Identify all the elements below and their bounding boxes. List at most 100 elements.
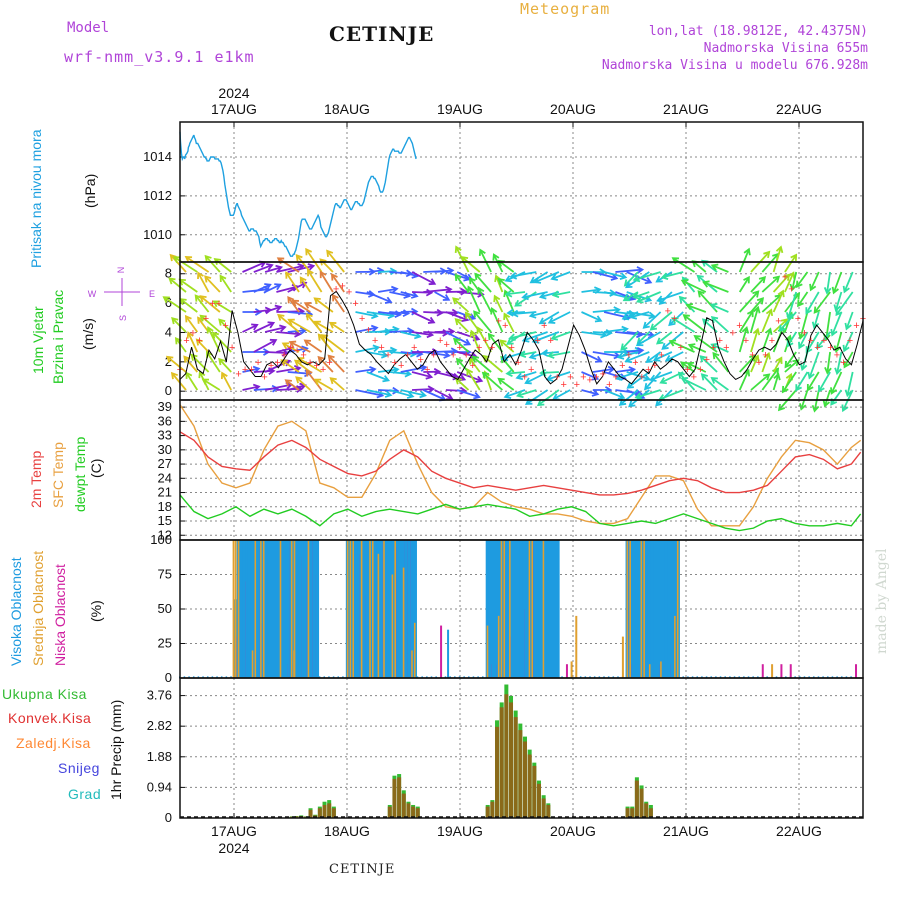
wind-arrowhead-96 — [317, 355, 325, 364]
wind-arrowhead-328 — [680, 377, 689, 385]
wind-arrowhead-225 — [521, 292, 529, 301]
wind-arrow-347 — [738, 327, 748, 353]
wind-arrow-370 — [772, 374, 780, 391]
wind-arrow-164 — [445, 331, 471, 346]
wind-arrowhead-340 — [710, 342, 718, 351]
mid-cloud-bar-11 — [346, 540, 349, 678]
cloud-base-60 — [458, 676, 461, 678]
cloud-base-130 — [785, 676, 787, 678]
mid-cloud-bar-23 — [413, 622, 416, 678]
wind-arrowhead-231 — [533, 276, 542, 284]
xtick-top-year: 2024 — [218, 85, 249, 101]
wind-arrow-139 — [400, 389, 426, 397]
wind-arrowhead-49 — [275, 264, 284, 273]
wind-arrowhead-366 — [777, 289, 785, 298]
wind-arrowhead-235 — [540, 349, 549, 357]
wind-arrowhead-129 — [407, 327, 415, 335]
wind-arrow-387 — [799, 311, 809, 339]
wind-arrow-289 — [630, 311, 650, 319]
wind-arrow-240 — [548, 311, 571, 324]
wind-arrow-351 — [750, 276, 766, 293]
gust-marker-103: + — [847, 335, 853, 347]
wind-arrowhead-397 — [806, 383, 814, 392]
cloud-base-6 — [206, 676, 209, 678]
wind-arrowhead-333 — [693, 335, 701, 342]
wind-arrowhead-392 — [809, 283, 817, 292]
wind-arrowhead-5 — [165, 355, 174, 363]
model-altitude-label: Nadmorska Visina u modelu 676.928m — [601, 58, 868, 73]
wind-arrowhead-339 — [710, 315, 719, 324]
wind-arrow-219 — [512, 311, 537, 315]
wind-arrowhead-262 — [621, 325, 629, 334]
wind-arrow-418 — [846, 371, 854, 396]
wind-arrow-408 — [831, 311, 843, 336]
wind-arrow-341 — [712, 352, 730, 373]
mid-cloud-bar-35 — [643, 540, 645, 678]
wind-arrowhead-394 — [811, 321, 820, 330]
wind-arrow-14 — [185, 256, 210, 273]
precip-conv-bar-36 — [644, 803, 649, 818]
gust-marker-40: + — [437, 335, 443, 347]
gust-marker-75: + — [665, 305, 671, 317]
ytick-3-0: 0 — [165, 670, 172, 685]
wind-arrowhead-77 — [295, 254, 303, 262]
wind-arrow-376 — [784, 359, 799, 373]
wind-arrowhead-163 — [461, 314, 470, 322]
xtick-bottom-0: 17AUG — [211, 823, 257, 839]
wind-arrow-304 — [656, 331, 673, 345]
wind-arrow-198 — [493, 295, 504, 313]
gust-marker-100: + — [827, 342, 833, 354]
wind-arrow-337 — [703, 281, 729, 293]
wind-arrow-224 — [530, 271, 549, 284]
precip-conv-bar-8 — [322, 804, 327, 818]
wind-arrow-107 — [355, 311, 378, 318]
wind-arrow-83 — [295, 376, 311, 391]
gust-marker-90: + — [762, 349, 768, 361]
wind-arrow-206 — [503, 313, 515, 333]
wind-arrow-88 — [304, 339, 323, 353]
high-cloud-bar-0-23 — [295, 540, 300, 678]
gust-marker-96: + — [801, 327, 807, 339]
wind-arrowhead-183 — [468, 276, 476, 285]
wind-arrow-118 — [366, 389, 391, 396]
ytick-2-7: 33 — [158, 428, 172, 443]
cloud-base-142 — [841, 676, 843, 678]
high-cloud-bar-3-97 — [667, 540, 672, 678]
high-cloud-bar-1-45 — [384, 540, 389, 678]
wind-arrow-23 — [200, 295, 221, 313]
wind-arrow-17 — [197, 317, 210, 333]
cloud-base-55 — [435, 676, 437, 678]
pressure-line — [179, 131, 417, 257]
precip-conv-bar-10 — [331, 808, 336, 818]
wind-arrow-142 — [411, 311, 435, 324]
high-cloud-bar-2-75 — [538, 540, 543, 678]
cloud-base-143 — [845, 676, 848, 678]
high-cloud-bar-1-43 — [379, 540, 384, 678]
wind-arrow-7 — [173, 256, 198, 273]
wind-arrowhead-142 — [427, 316, 436, 324]
high-cloud-bar-3-98 — [670, 540, 675, 678]
wind-arrow-113 — [366, 291, 392, 303]
wind-arrowhead-220 — [508, 333, 516, 342]
wind-arrowhead-347 — [741, 326, 750, 334]
gust-marker-97: + — [808, 335, 814, 347]
high-cloud-bar-0-30 — [315, 540, 320, 678]
gust-marker-5: + — [209, 298, 215, 310]
wind-arrow-72 — [287, 296, 300, 313]
ytick-4-2: 1.88 — [147, 749, 172, 764]
ytick-1-3: 6 — [165, 295, 172, 310]
wind-arrow-315 — [672, 257, 695, 273]
wind-arrowhead-202 — [481, 371, 490, 379]
wind-arrow-34 — [221, 372, 232, 391]
cloud-base-61 — [463, 676, 465, 678]
high-cloud-bar-3-84 — [631, 540, 636, 678]
wind-arrow-262 — [603, 328, 628, 333]
wind-arrowhead-177 — [452, 297, 460, 305]
wind-arrow-396 — [808, 351, 820, 379]
wind-arrowhead-191 — [477, 286, 485, 295]
cloud-base-91 — [603, 676, 605, 678]
mid-cloud-bar-3 — [251, 650, 254, 678]
wind-arrow-138 — [400, 366, 426, 373]
cloud-base-133 — [799, 676, 801, 678]
cloud-base-119 — [733, 676, 736, 678]
